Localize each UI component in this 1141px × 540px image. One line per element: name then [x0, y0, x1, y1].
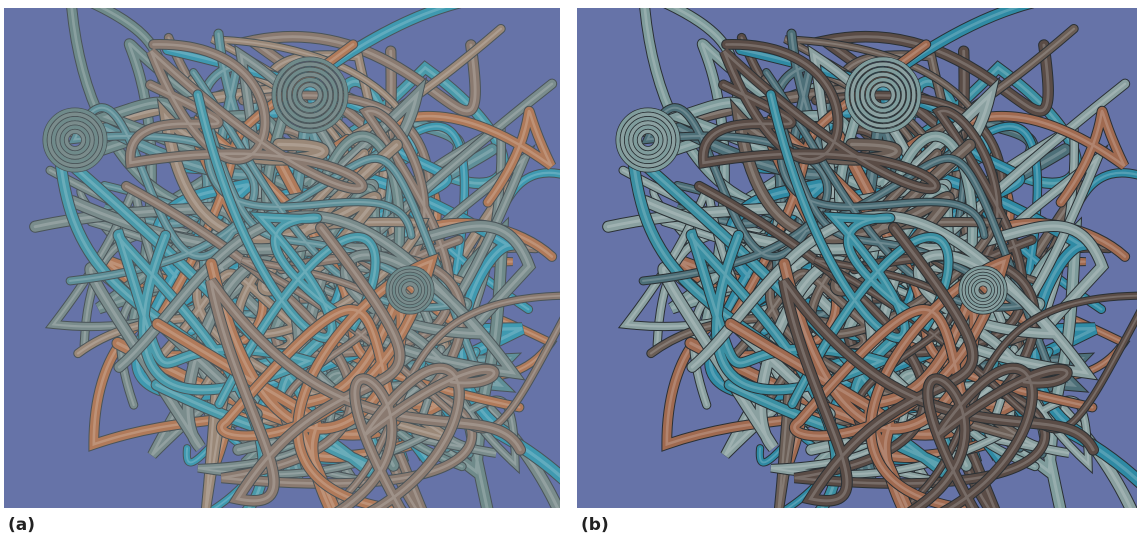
tube [778, 222, 1099, 506]
tube-highlight [129, 43, 364, 191]
tube-highlight [928, 109, 1127, 330]
panel-label: (a) [8, 515, 35, 535]
tube-highlight [209, 226, 522, 503]
tube-highlight [702, 43, 937, 191]
spiral [850, 62, 916, 128]
tube [205, 222, 526, 506]
spiral [968, 275, 998, 305]
spiral [870, 83, 896, 107]
spiral [971, 278, 995, 302]
spiral [624, 116, 672, 164]
spiral [60, 125, 90, 155]
tube-highlight [914, 366, 1069, 508]
tube [352, 106, 557, 333]
tube [639, 104, 1055, 376]
tube-highlight [355, 109, 554, 330]
spiral [389, 269, 431, 311]
spiral [392, 272, 428, 308]
spiral [959, 266, 1007, 314]
spiral [845, 57, 921, 133]
panel-a-streamlines [29, 8, 560, 508]
tube [66, 104, 482, 376]
tube [335, 363, 499, 508]
spiral [43, 108, 107, 172]
spiral [860, 72, 906, 118]
tube-highlight [782, 226, 1095, 503]
tube [925, 106, 1130, 333]
spiral [51, 116, 99, 164]
spiral [272, 57, 348, 133]
spiral [633, 125, 663, 155]
spiral [865, 77, 901, 113]
spiral [974, 281, 992, 299]
spiral [64, 129, 86, 151]
spiral [616, 108, 680, 172]
spiral [287, 72, 333, 118]
tube [126, 40, 367, 194]
spiral [282, 67, 338, 123]
panel-b-streamlines [602, 8, 1137, 508]
spiral [637, 129, 659, 151]
spiral [56, 121, 94, 159]
spiral [629, 121, 667, 159]
spiral [292, 77, 328, 113]
tube [908, 363, 1072, 508]
spiral [277, 62, 343, 128]
spiral [962, 269, 1004, 311]
spiral [398, 278, 422, 302]
spiral [965, 272, 1001, 308]
spiral [620, 112, 676, 168]
tube [699, 40, 940, 194]
spiral [297, 83, 323, 107]
tube-highlight [642, 106, 1052, 374]
spiral [395, 275, 425, 305]
spiral [386, 266, 434, 314]
tube-highlight [69, 106, 479, 374]
spiral [401, 281, 419, 299]
spiral [47, 112, 103, 168]
panel-label: (b) [581, 515, 609, 535]
spiral [855, 67, 911, 123]
tube-highlight [341, 366, 496, 508]
